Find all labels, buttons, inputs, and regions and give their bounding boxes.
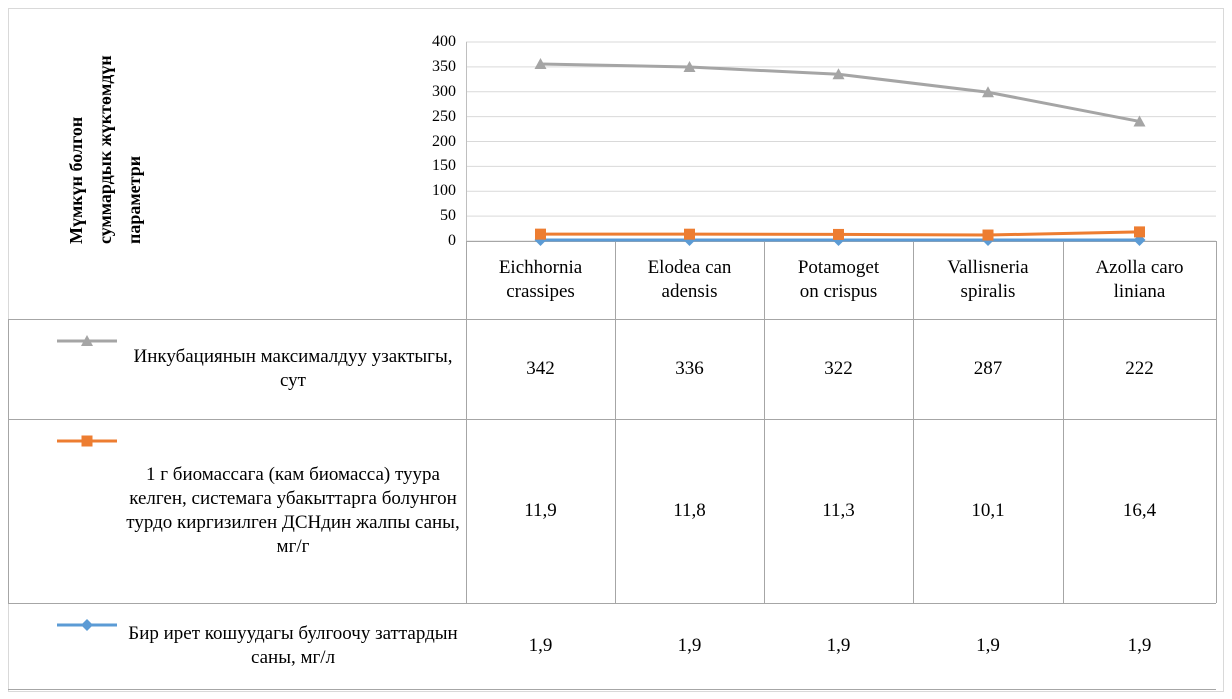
marker bbox=[535, 228, 546, 240]
table-value-text: 11,8 bbox=[673, 500, 706, 521]
y-tick-label-text: 400 bbox=[432, 33, 456, 50]
category-label: Vallisneria spiralis bbox=[943, 241, 1033, 319]
marker bbox=[982, 86, 994, 98]
y-tick-label-text: 100 bbox=[432, 182, 456, 200]
table-value-text: 342 bbox=[526, 358, 555, 379]
y-tick-label-text: 200 bbox=[432, 132, 456, 150]
table-value: 11,8 bbox=[615, 419, 764, 603]
y-tick-label: 350 bbox=[396, 57, 456, 75]
y-tick-label-text: 0 bbox=[448, 232, 456, 249]
category-label: Potamogeton crispus bbox=[794, 241, 883, 319]
marker bbox=[81, 619, 93, 631]
legend-label: Инкубациянын максималдуу узактыгы, сут bbox=[122, 319, 464, 419]
y-tick-label: 200 bbox=[396, 132, 456, 150]
table-value: 287 bbox=[913, 319, 1063, 419]
legend-label-text: 1 г биомассага (кам биомасса) туура келг… bbox=[126, 464, 460, 557]
y-tick-label: 100 bbox=[396, 183, 456, 199]
table-value: 336 bbox=[615, 319, 764, 419]
category-label: Elodea canadensis bbox=[645, 241, 734, 319]
y-axis-title: Мүмкүн болгон суммардык жүктөмдүн параме… bbox=[66, 55, 144, 244]
legend-label-text: Инкубациянын максималдуу узактыгы, сут bbox=[133, 346, 453, 391]
marker bbox=[1134, 226, 1145, 238]
table-value-text: 287 bbox=[973, 358, 1003, 379]
legend-label: 1 г биомассага (кам биомасса) туура келг… bbox=[122, 419, 464, 603]
y-tick-label: 150 bbox=[396, 158, 456, 174]
marker bbox=[982, 229, 994, 241]
legend-label: Бир ирет кошуудагы булгоочу заттардын са… bbox=[122, 603, 464, 689]
y-tick-label: 0 bbox=[396, 233, 456, 249]
y-tick-label: 300 bbox=[396, 82, 456, 100]
table-value: 342 bbox=[466, 319, 615, 419]
table-value: 1,9 bbox=[466, 603, 615, 689]
category-label: Azolla caroliniana bbox=[1093, 241, 1186, 319]
table-value: 10,1 bbox=[913, 419, 1063, 603]
table-value-text: 16,4 bbox=[1122, 500, 1157, 521]
y-tick-label: 50 bbox=[396, 208, 456, 224]
marker bbox=[833, 228, 844, 240]
table-value-text: 222 bbox=[1125, 358, 1154, 379]
marker bbox=[832, 68, 845, 80]
category-label-text: Elodea canadensis bbox=[647, 257, 732, 302]
table-value: 11,3 bbox=[764, 419, 913, 603]
legend-label-text: Бир ирет кошуудагы булгоочу заттардын са… bbox=[128, 623, 458, 668]
y-tick-label: 250 bbox=[396, 107, 456, 125]
table-value-text: 1,9 bbox=[1127, 635, 1152, 656]
table-value-text: 336 bbox=[675, 358, 704, 379]
marker bbox=[684, 228, 695, 240]
table-value-text: 1,9 bbox=[976, 635, 1000, 656]
table-value: 322 bbox=[764, 319, 913, 419]
table-value-text: 11,9 bbox=[524, 500, 557, 521]
table-value: 1,9 bbox=[615, 603, 764, 689]
marker bbox=[1133, 115, 1146, 127]
table-value: 16,4 bbox=[1063, 419, 1216, 603]
table-value: 11,9 bbox=[466, 419, 615, 603]
table-value-text: 11,3 bbox=[822, 500, 855, 521]
table-value-text: 322 bbox=[824, 358, 853, 379]
marker bbox=[81, 335, 93, 346]
y-tick-label-text: 150 bbox=[432, 157, 456, 175]
table-value: 1,9 bbox=[1063, 603, 1216, 689]
table-value-text: 1,9 bbox=[677, 635, 702, 656]
table-value: 1,9 bbox=[913, 603, 1063, 689]
marker bbox=[534, 57, 547, 69]
category-label: Eichhornia crassipes bbox=[496, 241, 585, 319]
y-tick-label: 400 bbox=[396, 34, 456, 50]
y-tick-label-text: 300 bbox=[432, 82, 456, 100]
y-tick-label-text: 250 bbox=[432, 107, 456, 125]
category-label-text: Azolla caroliniana bbox=[1095, 257, 1184, 302]
category-label-text: Vallisneria spiralis bbox=[947, 257, 1029, 302]
table-value: 1,9 bbox=[764, 603, 913, 689]
table-value-text: 1,9 bbox=[528, 635, 553, 656]
marker bbox=[683, 61, 696, 73]
table-value: 222 bbox=[1063, 319, 1216, 419]
marker bbox=[81, 435, 93, 447]
category-label-text: Potamogeton crispus bbox=[797, 257, 880, 302]
table-value-text: 10,1 bbox=[971, 500, 1005, 521]
category-label-text: Eichhornia crassipes bbox=[498, 257, 583, 302]
y-tick-label-text: 50 bbox=[440, 207, 456, 225]
table-value-text: 1,9 bbox=[826, 635, 851, 656]
y-tick-label-text: 350 bbox=[432, 57, 456, 75]
